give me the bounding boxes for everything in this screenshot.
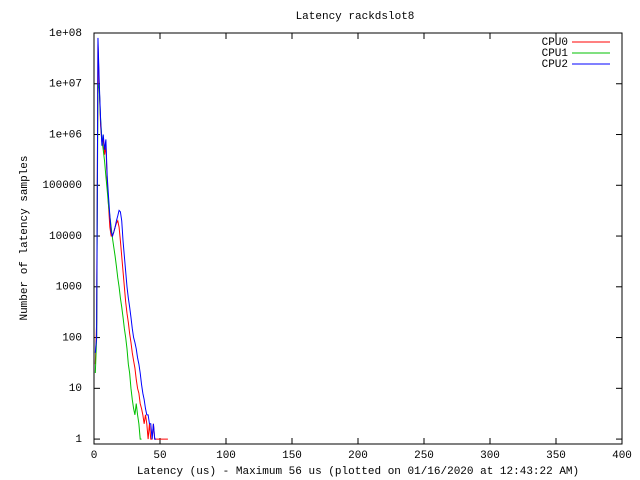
y-tick-label: 1e+07 <box>49 79 82 91</box>
y-tick-label: 10 <box>69 383 82 395</box>
x-tick-label: 100 <box>216 450 236 462</box>
y-tick-label: 10000 <box>49 231 82 243</box>
x-tick-label: 50 <box>153 450 166 462</box>
chart-title: Latency rackdslot8 <box>296 11 415 23</box>
x-tick-label: 0 <box>91 450 98 462</box>
y-axis-label: Number of latency samples <box>19 155 31 320</box>
x-tick-label: 200 <box>348 450 368 462</box>
x-tick-label: 300 <box>480 450 500 462</box>
y-tick-label: 1 <box>75 434 82 446</box>
legend-label: CPU2 <box>542 59 568 71</box>
y-tick-label: 1000 <box>56 282 82 294</box>
legend-label: CPU0 <box>542 37 568 49</box>
legend-label: CPU1 <box>542 48 569 60</box>
y-tick-label: 100 <box>62 332 82 344</box>
x-tick-label: 150 <box>282 450 302 462</box>
x-tick-label: 350 <box>546 450 566 462</box>
y-tick-label: 1e+08 <box>49 28 82 40</box>
series-line <box>94 37 157 440</box>
x-tick-label: 400 <box>612 450 632 462</box>
y-tick-label: 1e+06 <box>49 129 82 141</box>
series-line <box>94 83 142 440</box>
y-tick-label: 100000 <box>42 180 82 192</box>
x-tick-label: 250 <box>414 450 434 462</box>
x-axis-label: Latency (us) - Maximum 56 us (plotted on… <box>137 466 579 478</box>
